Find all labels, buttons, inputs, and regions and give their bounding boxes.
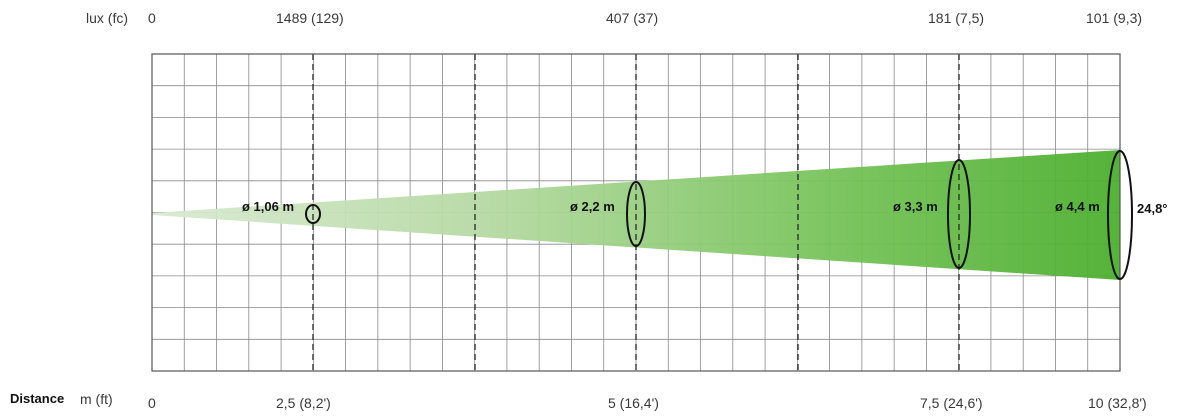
- beam-section-10m: [1107, 150, 1133, 280]
- distance-value-2_5m: 2,5 (8,2'): [276, 395, 331, 411]
- distance-value-5m: 5 (16,4'): [608, 395, 659, 411]
- lux-value-10m: 101 (9,3): [1086, 10, 1143, 26]
- lux-value-2_5m: 1489 (129): [276, 10, 344, 26]
- lux-zero-label: 0: [148, 10, 156, 26]
- distance-axis-label: Distance: [10, 391, 65, 406]
- beam-section-5m: [626, 181, 646, 247]
- diameter-label-2_5m: ø 1,06 m: [242, 199, 295, 214]
- lux-axis-label: lux (fc): [86, 10, 128, 26]
- beam-section-2_5m: [305, 204, 321, 224]
- distance-value-10m: 10 (32,8'): [1088, 395, 1147, 411]
- distance-value-7_5m: 7,5 (24,6'): [920, 395, 983, 411]
- beam-section-7_5m: [947, 159, 971, 269]
- distance-zero-label: 0: [148, 395, 156, 411]
- diameter-label-7_5m: ø 3,3 m: [893, 199, 938, 214]
- beam-angle-label: 24,8°: [1137, 201, 1168, 216]
- diameter-label-5m: ø 2,2 m: [570, 199, 615, 214]
- grid-border: [151, 53, 1121, 372]
- lux-value-7_5m: 181 (7,5): [928, 10, 985, 26]
- diameter-label-10m: ø 4,4 m: [1055, 199, 1100, 214]
- distance-unit-label: m (ft): [80, 391, 113, 407]
- distance-markers: [312, 54, 960, 371]
- lux-value-5m: 407 (37): [606, 10, 659, 26]
